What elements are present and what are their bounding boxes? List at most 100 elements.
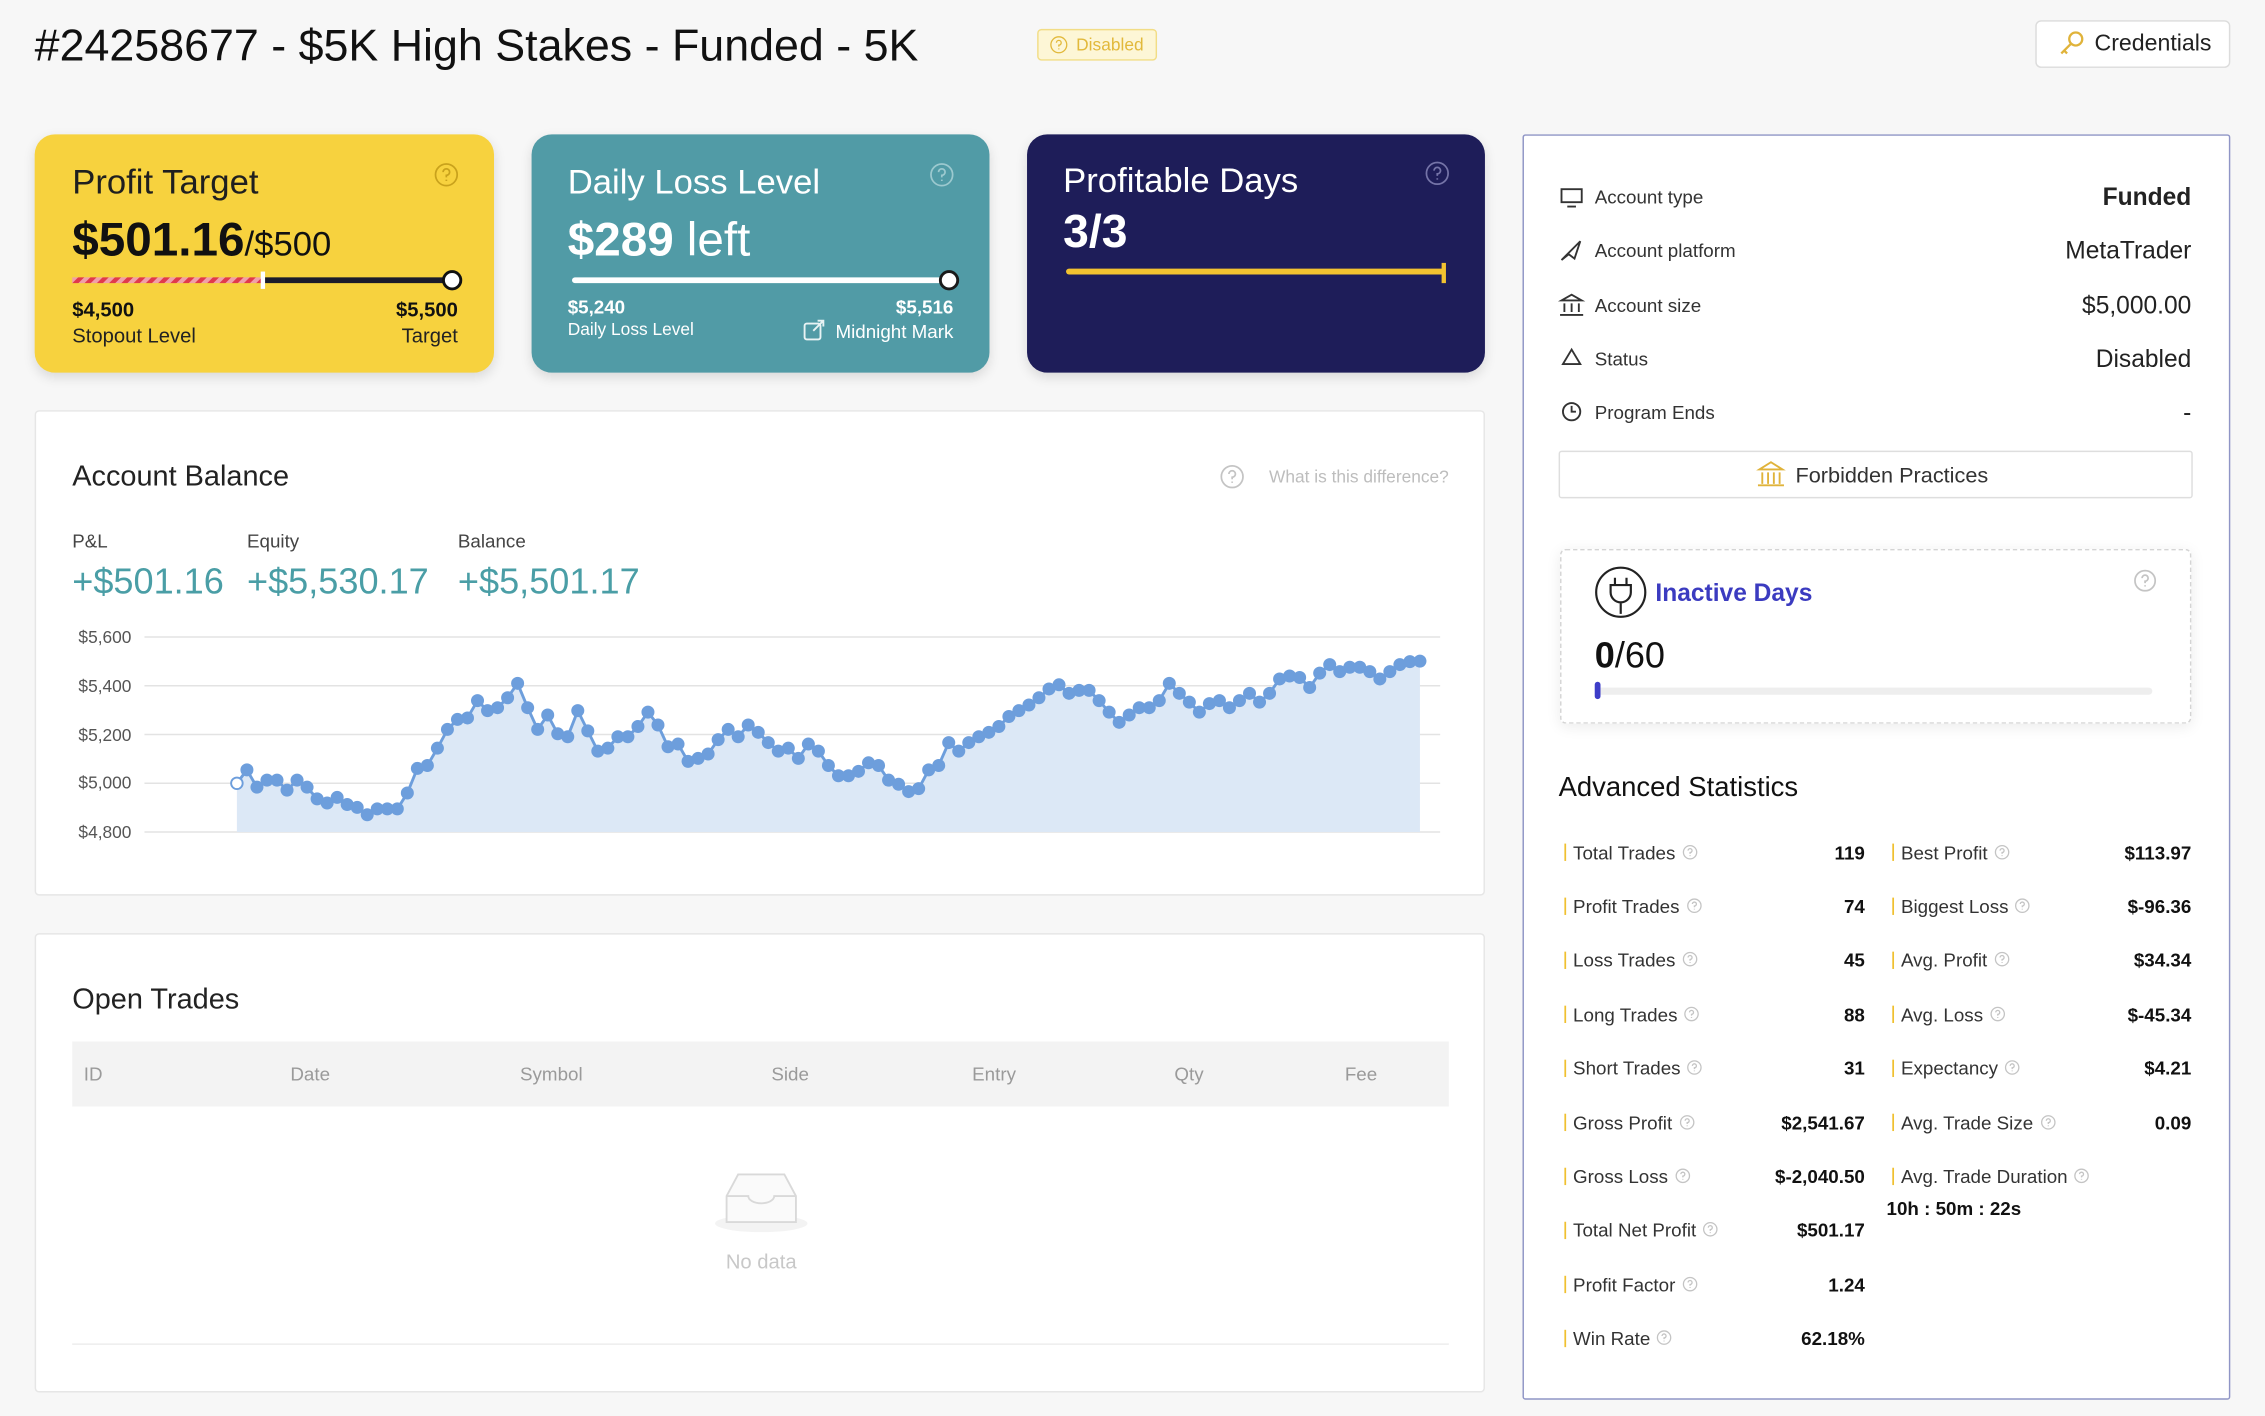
data-point	[972, 730, 986, 744]
stat-value: 1.24	[1828, 1273, 1865, 1296]
stat-label: Total Net Profit	[1573, 1221, 1719, 1240]
help-icon	[1994, 844, 2010, 859]
help-icon	[1682, 952, 1698, 967]
forbidden-practices-button[interactable]	[1558, 450, 2193, 499]
forbidden-practices-label[interactable]: Forbidden Practices	[1795, 462, 1989, 488]
data-point	[601, 741, 615, 755]
data-point	[440, 722, 454, 736]
progress-hatched	[72, 277, 263, 284]
progress-marker	[260, 271, 266, 289]
help-icon	[1679, 1114, 1694, 1129]
data-point	[521, 701, 535, 715]
progress-track	[262, 277, 453, 284]
empty-text: No data	[725, 1249, 797, 1273]
stat-label-text: Total Net Profit	[1573, 1219, 1697, 1242]
help-icon	[1657, 1330, 1673, 1346]
inactive-count: 0	[1594, 634, 1615, 676]
data-point	[1052, 678, 1066, 692]
stat-label: Avg. Profit	[1901, 951, 2010, 970]
trades-bottom-line	[72, 1343, 1449, 1345]
help-icon	[1682, 1276, 1698, 1292]
data-point	[551, 727, 565, 741]
help-icon	[1703, 1222, 1718, 1237]
account-value: Disabled	[2095, 344, 2192, 372]
data-point	[581, 724, 595, 738]
credentials-button[interactable]	[2035, 20, 2231, 68]
stat-accent	[1564, 1059, 1567, 1078]
data-point	[260, 773, 274, 787]
help-circle	[1675, 1168, 1690, 1183]
card-right-label: Midnight Mark	[835, 319, 954, 342]
help-icon	[1684, 1006, 1700, 1021]
stat-accent	[1564, 1221, 1567, 1240]
help-icon	[1994, 952, 2009, 967]
help-icon	[1703, 1222, 1718, 1237]
data-point	[982, 725, 996, 739]
card-right-label: Target	[401, 323, 458, 347]
data-point	[571, 704, 585, 718]
stat-value: 0.09	[2154, 1111, 2192, 1134]
stat-value: 10h : 50m : 22s	[1886, 1197, 2022, 1219]
data-point	[1243, 686, 1257, 700]
stat-label: Long Trades	[1573, 1005, 1701, 1024]
data-point	[340, 797, 354, 811]
stat-label: Profit Trades	[1573, 897, 1703, 916]
help-circle	[1657, 1330, 1673, 1346]
data-point	[621, 730, 635, 744]
inactive-value: 0/60	[1594, 634, 1665, 676]
data-point	[952, 744, 966, 758]
profitable-days-card	[1027, 134, 1485, 373]
help-icon	[2074, 1168, 2090, 1183]
key-icon	[2060, 31, 2084, 55]
card-value-main: $501.16	[72, 211, 245, 266]
help-icon	[1682, 844, 1698, 859]
data-point	[1383, 665, 1397, 679]
help-icon	[2015, 898, 2031, 913]
help-circle	[1684, 1006, 1700, 1021]
help-circle	[930, 163, 954, 187]
help-mark	[1679, 1171, 1686, 1180]
data-point	[280, 783, 294, 797]
help-icon	[1990, 1006, 2005, 1021]
stat-label-text: Total Trades	[1573, 841, 1676, 864]
card-title: Profitable Days	[1063, 161, 1299, 201]
metric-label: Balance	[457, 529, 526, 552]
data-point	[1232, 694, 1246, 708]
stat-label-text: Best Profit	[1900, 841, 1988, 864]
stat-label: Expectancy	[1901, 1059, 2021, 1078]
stat-value: $-45.34	[2127, 1003, 2192, 1026]
card-value-target: /$500	[244, 224, 332, 264]
progress-fill	[1594, 681, 1601, 700]
help-circle	[1687, 1060, 1703, 1075]
stat-label: Total Trades	[1573, 843, 1698, 862]
data-point	[1122, 708, 1136, 722]
stat-label-text: Win Rate	[1573, 1327, 1651, 1350]
card-left-value: $5,240	[567, 295, 626, 318]
data-point	[1303, 680, 1317, 694]
data-point	[1253, 695, 1267, 709]
stat-value: $4.21	[2144, 1057, 2192, 1080]
stat-value: $34.34	[2133, 949, 2192, 972]
column-header: Side	[771, 1062, 809, 1085]
column-header: Qty	[1174, 1062, 1204, 1085]
account-value: Funded	[2102, 182, 2192, 211]
help-icon	[1990, 1006, 2005, 1021]
data-point	[1152, 694, 1166, 708]
help-circle	[1994, 844, 2010, 859]
data-point	[932, 758, 946, 772]
data-point	[651, 718, 665, 732]
data-point	[310, 792, 324, 806]
credentials-label[interactable]: Credentials	[2094, 31, 2212, 57]
progress-end	[442, 270, 463, 291]
data-point	[821, 758, 835, 772]
stat-value: $501.17	[1796, 1219, 1865, 1242]
stat-value: $113.97	[2124, 841, 2192, 864]
data-point	[1273, 672, 1287, 686]
data-point	[1313, 666, 1327, 680]
help-icon	[1994, 952, 2009, 967]
data-point	[862, 756, 876, 770]
help-circle	[1425, 161, 1449, 186]
data-point	[942, 736, 956, 750]
data-point	[390, 802, 404, 816]
